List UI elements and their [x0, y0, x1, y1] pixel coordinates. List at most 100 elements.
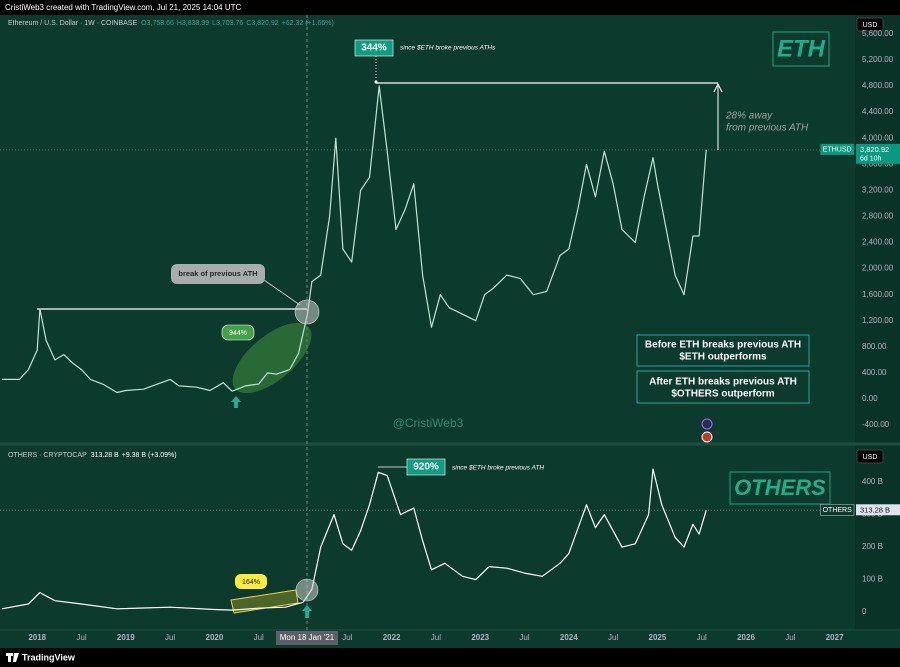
pre-gain-box — [235, 574, 267, 589]
footer: TradingView — [22, 652, 76, 662]
pre-gain: 944% — [229, 330, 247, 337]
price-axis — [855, 15, 900, 630]
series-tag — [820, 504, 855, 516]
y-tick-label: 5,200.00 — [862, 55, 894, 64]
series-name: OTHERS — [823, 507, 853, 514]
y-tick-label: 800.00 — [862, 342, 887, 351]
x-tick-label: Jul — [342, 633, 352, 642]
highlight — [230, 589, 299, 614]
x-tick-label: Jul — [608, 633, 618, 642]
icon[interactable] — [701, 431, 713, 443]
gain-note: since $ETH broke previous ATHs — [400, 45, 496, 52]
top-bar — [0, 0, 900, 15]
series-name: ETHUSD — [823, 147, 852, 154]
legend-value: 313.28 B — [91, 452, 119, 459]
others-legend: OTHERS · CRYPTOCAP 313.28 B +9.38 B (+3.09… — [8, 452, 177, 459]
tag-box — [729, 471, 831, 505]
box-text: $OTHERS outperform — [671, 389, 774, 400]
dot — [374, 80, 378, 84]
legend-open: O3,758.66 — [141, 20, 174, 27]
y-tick-label: -400.00 — [862, 420, 890, 429]
legend-low: L3,703.76 — [212, 20, 243, 27]
x-tick-label: Jul — [254, 633, 264, 642]
crosshair-label: Mon 18 Jan '21 — [280, 633, 335, 642]
y-tick-label: 1,600.00 — [862, 290, 894, 299]
y-tick-label: 3,200.00 — [862, 185, 894, 194]
price-line — [1, 85, 707, 394]
box-text: $ETH outperforms — [679, 352, 767, 363]
header: CristiWeb3 created with TradingView.com,… — [5, 3, 241, 12]
tag: OTHERS — [734, 475, 826, 500]
note: from previous ATH — [726, 123, 809, 134]
connector — [263, 279, 301, 306]
tag: ETH — [777, 35, 826, 62]
price-tag — [856, 143, 900, 164]
x-tick-label: 2025 — [649, 633, 667, 642]
gain-label: 344% — [361, 43, 387, 54]
x-tick-label: Jul — [165, 633, 175, 642]
tag-box — [772, 31, 830, 67]
x-tick-label: 2020 — [206, 633, 224, 642]
pre-gain-box — [221, 324, 255, 341]
gain-label: 920% — [413, 462, 439, 473]
legend-symbol: OTHERS · CRYPTOCAP — [8, 452, 87, 459]
price-tag — [856, 504, 900, 516]
y-tick-label: 200 B — [862, 542, 883, 551]
x-tick-label: 2018 — [28, 633, 46, 642]
logo — [6, 653, 19, 662]
legend-high: H3,838.99 — [177, 20, 209, 27]
highlight — [232, 322, 312, 394]
watermark: @CristiWeb3 — [393, 416, 464, 430]
text-box — [636, 334, 810, 367]
price-tag-label: 3,820.92 — [860, 145, 889, 154]
legend-close: C3,820.92 — [246, 20, 278, 27]
y-tick-label: 400 B — [862, 477, 883, 486]
x-tick-label: Jul — [519, 633, 529, 642]
x-tick-label: Jul — [785, 633, 795, 642]
y-tick-label: 4,800.00 — [862, 81, 894, 90]
gain-note: since $ETH broke previous ATH — [452, 465, 544, 472]
y-tick-label: 100 B — [862, 575, 883, 584]
x-tick-label: Jul — [431, 633, 441, 642]
x-tick-label: 2024 — [560, 633, 578, 642]
legend-change: +62.32 (+1.66%) — [282, 20, 334, 27]
eth-legend: Ethereum / U.S. Dollar · 1W · COINBASE O3… — [8, 20, 334, 27]
y-tick-label: 0 — [862, 607, 867, 616]
icon[interactable] — [701, 418, 713, 430]
y-tick-label: 400.00 — [862, 368, 887, 377]
currency: USD — [863, 22, 878, 29]
note: 28% away — [725, 111, 773, 122]
y-tick-label: 1,200.00 — [862, 316, 894, 325]
x-tick-label: 2027 — [826, 633, 844, 642]
y-tick-label: 3,600.00 — [862, 159, 894, 168]
break-label: break of previous ATH — [178, 269, 257, 278]
price-tag-label: 313.28 B — [860, 505, 890, 514]
box-text: After ETH breaks previous ATH — [649, 377, 797, 388]
x-tick-label: 2022 — [383, 633, 401, 642]
up-arrow — [231, 396, 241, 408]
up-arrow — [302, 605, 312, 618]
y-tick-label: 2,000.00 — [862, 264, 894, 273]
break-circle — [295, 578, 319, 602]
currency-box[interactable] — [856, 449, 884, 464]
text-box — [636, 370, 810, 404]
break-box — [171, 264, 265, 284]
legend-symbol: Ethereum / U.S. Dollar · 1W · COINBASE — [8, 20, 137, 27]
arrow-head — [713, 82, 723, 93]
y-tick-label: 5,600.00 — [862, 29, 894, 38]
footer-bar — [0, 648, 900, 667]
currency-box[interactable] — [856, 17, 884, 32]
break-circle — [294, 299, 320, 325]
x-tick-label: Jul — [76, 633, 86, 642]
y-tick-label: 2,400.00 — [862, 238, 894, 247]
x-tick-label: 2023 — [471, 633, 489, 642]
x-tick-label: 2019 — [117, 633, 135, 642]
crosshair-box — [276, 631, 338, 645]
y-tick-label: 4,000.00 — [862, 133, 894, 142]
x-tick-label: Jul — [697, 633, 707, 642]
box-text: Before ETH breaks previous ATH — [645, 340, 801, 351]
gain-box — [406, 458, 446, 476]
y-tick-label: 0.00 — [862, 394, 878, 403]
price-line — [1, 468, 707, 611]
